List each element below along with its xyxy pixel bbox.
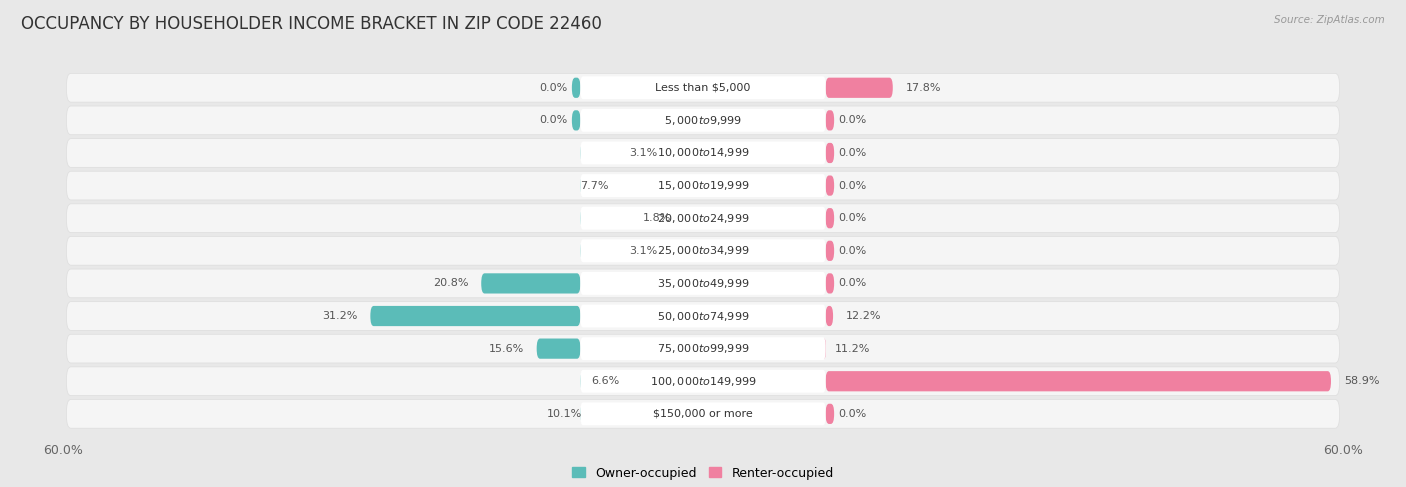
Text: 6.6%: 6.6% <box>592 376 620 386</box>
Text: 0.0%: 0.0% <box>540 115 568 125</box>
FancyBboxPatch shape <box>581 370 825 393</box>
FancyBboxPatch shape <box>581 404 595 424</box>
FancyBboxPatch shape <box>66 367 1340 395</box>
FancyBboxPatch shape <box>581 174 825 197</box>
FancyBboxPatch shape <box>581 371 633 392</box>
Text: $35,000 to $49,999: $35,000 to $49,999 <box>657 277 749 290</box>
Text: 3.1%: 3.1% <box>628 148 657 158</box>
Text: 0.0%: 0.0% <box>838 148 866 158</box>
Text: 0.0%: 0.0% <box>838 279 866 288</box>
Text: 10.1%: 10.1% <box>547 409 582 419</box>
FancyBboxPatch shape <box>825 143 834 163</box>
Text: 0.0%: 0.0% <box>838 115 866 125</box>
FancyBboxPatch shape <box>66 399 1340 428</box>
FancyBboxPatch shape <box>823 338 825 359</box>
FancyBboxPatch shape <box>581 208 683 228</box>
FancyBboxPatch shape <box>581 143 669 163</box>
FancyBboxPatch shape <box>572 110 581 131</box>
FancyBboxPatch shape <box>66 74 1340 102</box>
FancyBboxPatch shape <box>581 109 825 132</box>
Text: $5,000 to $9,999: $5,000 to $9,999 <box>664 114 742 127</box>
FancyBboxPatch shape <box>572 77 581 98</box>
FancyBboxPatch shape <box>581 142 825 165</box>
FancyBboxPatch shape <box>581 175 621 196</box>
Text: Less than $5,000: Less than $5,000 <box>655 83 751 93</box>
FancyBboxPatch shape <box>825 306 834 326</box>
Text: 0.0%: 0.0% <box>540 83 568 93</box>
FancyBboxPatch shape <box>581 304 825 327</box>
FancyBboxPatch shape <box>581 241 669 261</box>
Text: $10,000 to $14,999: $10,000 to $14,999 <box>657 147 749 159</box>
Text: 15.6%: 15.6% <box>489 344 524 354</box>
Text: 7.7%: 7.7% <box>579 181 609 190</box>
Text: 12.2%: 12.2% <box>846 311 882 321</box>
FancyBboxPatch shape <box>66 269 1340 298</box>
Text: $50,000 to $74,999: $50,000 to $74,999 <box>657 310 749 322</box>
Text: 31.2%: 31.2% <box>322 311 357 321</box>
FancyBboxPatch shape <box>581 240 825 262</box>
Text: $75,000 to $99,999: $75,000 to $99,999 <box>657 342 749 355</box>
FancyBboxPatch shape <box>66 301 1340 330</box>
Text: $20,000 to $24,999: $20,000 to $24,999 <box>657 212 749 225</box>
FancyBboxPatch shape <box>66 139 1340 168</box>
FancyBboxPatch shape <box>581 272 825 295</box>
FancyBboxPatch shape <box>581 207 825 229</box>
FancyBboxPatch shape <box>825 77 893 98</box>
Text: 20.8%: 20.8% <box>433 279 468 288</box>
Text: 17.8%: 17.8% <box>905 83 941 93</box>
Text: 0.0%: 0.0% <box>838 181 866 190</box>
FancyBboxPatch shape <box>825 110 834 131</box>
FancyBboxPatch shape <box>581 402 825 425</box>
Text: 11.2%: 11.2% <box>835 344 870 354</box>
FancyBboxPatch shape <box>581 337 825 360</box>
Text: 1.8%: 1.8% <box>643 213 671 223</box>
FancyBboxPatch shape <box>825 208 834 228</box>
Text: $25,000 to $34,999: $25,000 to $34,999 <box>657 244 749 257</box>
Text: Source: ZipAtlas.com: Source: ZipAtlas.com <box>1274 15 1385 25</box>
FancyBboxPatch shape <box>370 306 581 326</box>
FancyBboxPatch shape <box>66 106 1340 135</box>
FancyBboxPatch shape <box>66 334 1340 363</box>
Text: $150,000 or more: $150,000 or more <box>654 409 752 419</box>
Text: $100,000 to $149,999: $100,000 to $149,999 <box>650 375 756 388</box>
Text: OCCUPANCY BY HOUSEHOLDER INCOME BRACKET IN ZIP CODE 22460: OCCUPANCY BY HOUSEHOLDER INCOME BRACKET … <box>21 15 602 33</box>
FancyBboxPatch shape <box>66 204 1340 233</box>
FancyBboxPatch shape <box>825 273 834 294</box>
FancyBboxPatch shape <box>581 76 825 99</box>
Text: 58.9%: 58.9% <box>1344 376 1379 386</box>
FancyBboxPatch shape <box>537 338 581 359</box>
FancyBboxPatch shape <box>825 404 834 424</box>
FancyBboxPatch shape <box>66 237 1340 265</box>
Legend: Owner-occupied, Renter-occupied: Owner-occupied, Renter-occupied <box>568 462 838 485</box>
FancyBboxPatch shape <box>825 241 834 261</box>
Text: 3.1%: 3.1% <box>628 246 657 256</box>
Text: 0.0%: 0.0% <box>838 246 866 256</box>
FancyBboxPatch shape <box>825 371 1331 392</box>
Text: 0.0%: 0.0% <box>838 213 866 223</box>
FancyBboxPatch shape <box>481 273 581 294</box>
Text: 0.0%: 0.0% <box>838 409 866 419</box>
FancyBboxPatch shape <box>66 171 1340 200</box>
Text: $15,000 to $19,999: $15,000 to $19,999 <box>657 179 749 192</box>
FancyBboxPatch shape <box>825 175 834 196</box>
